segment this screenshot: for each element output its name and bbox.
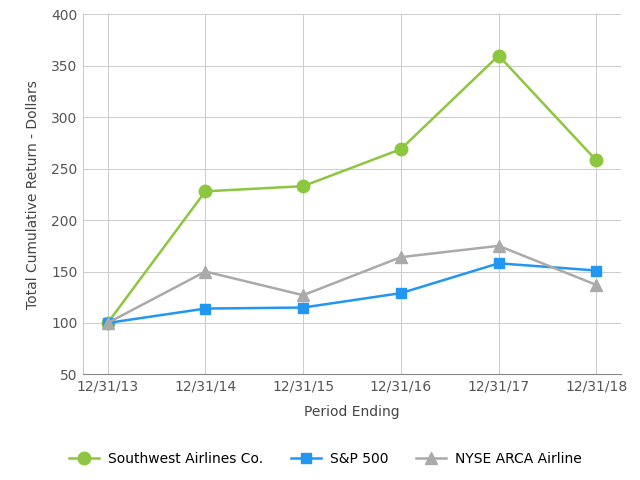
Line: S&P 500: S&P 500: [103, 258, 601, 328]
Southwest Airlines Co.: [104, 320, 111, 326]
S&P 500: [300, 305, 307, 311]
Southwest Airlines Co.: [202, 189, 209, 194]
S&P 500: [202, 306, 209, 312]
NYSE ARCA Airline: [300, 292, 307, 298]
Line: NYSE ARCA Airline: NYSE ARCA Airline: [102, 240, 602, 328]
NYSE ARCA Airline: [397, 254, 404, 260]
NYSE ARCA Airline: [593, 282, 600, 288]
Legend: Southwest Airlines Co., S&P 500, NYSE ARCA Airline: Southwest Airlines Co., S&P 500, NYSE AR…: [63, 446, 587, 471]
Southwest Airlines Co.: [495, 53, 502, 59]
Southwest Airlines Co.: [397, 146, 404, 152]
S&P 500: [397, 290, 404, 296]
NYSE ARCA Airline: [202, 269, 209, 275]
Y-axis label: Total Cumulative Return - Dollars: Total Cumulative Return - Dollars: [26, 80, 40, 309]
Line: Southwest Airlines Co.: Southwest Airlines Co.: [101, 49, 603, 329]
NYSE ARCA Airline: [104, 320, 111, 326]
NYSE ARCA Airline: [495, 243, 502, 249]
Southwest Airlines Co.: [593, 157, 600, 163]
S&P 500: [593, 268, 600, 274]
S&P 500: [495, 261, 502, 266]
S&P 500: [104, 320, 111, 326]
Southwest Airlines Co.: [300, 183, 307, 189]
X-axis label: Period Ending: Period Ending: [304, 405, 400, 419]
